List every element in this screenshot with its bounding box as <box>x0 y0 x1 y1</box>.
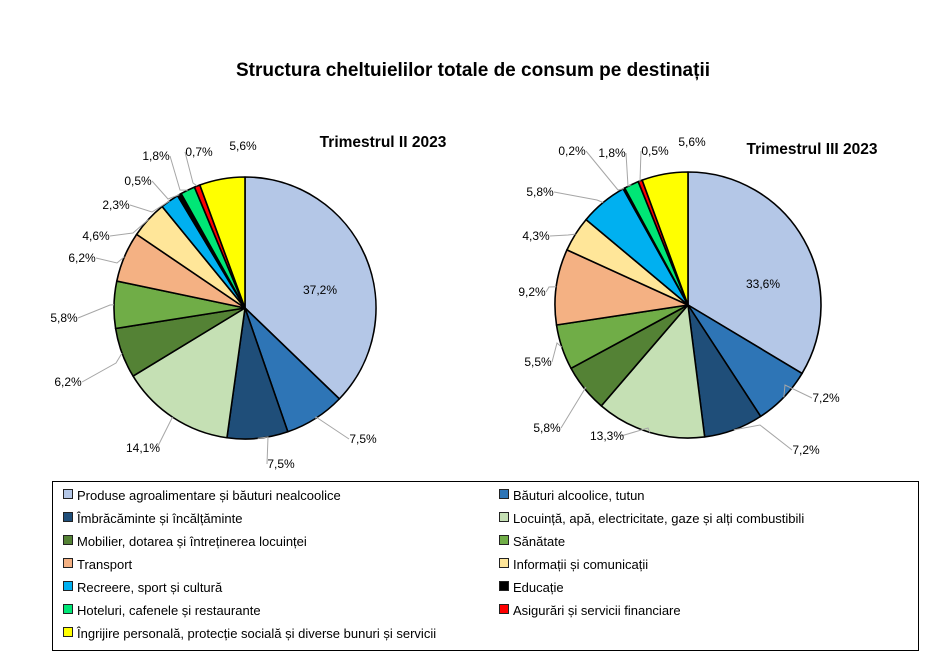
leader-line <box>257 436 269 465</box>
legend-label: Mobilier, dotarea și întreținerea locuin… <box>77 534 307 549</box>
data-label-ingrijire-personala-protectie-sociala-si-diverse-bunuri-si-servicii: 5,6% <box>678 135 706 149</box>
legend-item-sanatate: Sănătate <box>499 534 565 550</box>
leader-line <box>625 152 632 187</box>
legend-swatch <box>63 604 73 614</box>
data-label-produse-agroalimentare-si-bauturi-nealcoolice: 37,2% <box>303 283 337 297</box>
leader-line <box>545 286 557 293</box>
legend-label: Îmbrăcăminte și încălțăminte <box>77 511 243 526</box>
data-label-transport: 9,2% <box>518 285 546 299</box>
legend-item-imbracaminte-si-incaltaminte: Îmbrăcăminte și încălțăminte <box>63 511 242 527</box>
data-label-educatie: 0,5% <box>124 174 152 188</box>
leader-line <box>156 417 174 449</box>
leader-line <box>549 233 576 237</box>
legend-item-ingrijire-personala-protectie-sociala-si-diverse-bunuri-si-servicii: Îngrijire personală, protecție socială ș… <box>63 626 436 642</box>
data-label-locuinta-apa-electricitate-gaze-si-alti-combustibili: 13,3% <box>590 429 624 443</box>
pie-chart-2: 33,6% 7,2% 7,2% 13,3% 5,8% 5,5% 9,2% 4,3% 5,8% 0,… <box>518 135 878 457</box>
data-label-recreere-sport-si-cultura: 5,8% <box>526 185 554 199</box>
data-label-informatii-si-comunicatii: 4,6% <box>82 229 110 243</box>
legend-label: Sănătate <box>513 534 566 549</box>
leader-line <box>620 427 651 437</box>
leader-line <box>551 342 563 363</box>
page-title: Structura cheltuielilor totale de consum… <box>235 60 711 81</box>
legend-label: Hoteluri, cafenele și restaurante <box>77 603 261 618</box>
pie-charts: 37,2% 7,5% 7,5% 14,1% 6,2% 5,8% 6,2% 4,6% 2,3% 0,… <box>50 134 878 471</box>
legend-label: Produse agroalimentare și băuturi nealco… <box>77 488 341 503</box>
data-label-imbracaminte-si-incaltaminte: 7,2% <box>792 443 820 457</box>
data-label-sanatate: 5,8% <box>50 311 78 325</box>
legend-label: Băuturi alcoolice, tutun <box>513 488 645 503</box>
legend-item-educatie: Educație <box>499 580 564 596</box>
legend-swatch <box>63 489 73 499</box>
data-label-transport: 6,2% <box>68 251 96 265</box>
legend-swatch <box>499 489 509 499</box>
data-label-mobilier-dotarea-si-intretinerea-locuintei: 6,2% <box>54 375 82 389</box>
leader-line <box>95 256 125 264</box>
legend-item-hoteluri-cafenele-si-restaurante: Hoteluri, cafenele și restaurante <box>63 603 261 619</box>
leader-line <box>184 151 198 187</box>
legend-swatch <box>499 581 509 591</box>
pie-slice-ingrijire-personala-protectie-sociala-si-diverse-bunuri-si-servicii <box>199 176 246 309</box>
chart-title: Trimestrul III 2023 <box>747 141 878 158</box>
data-label-locuinta-apa-electricitate-gaze-si-alti-combustibili: 14,1% <box>126 441 160 455</box>
data-label-educatie: 0,2% <box>558 144 586 158</box>
data-label-bauturi-alcoolice-tutun: 7,5% <box>349 432 377 446</box>
legend-swatch <box>499 558 509 568</box>
leader-line <box>169 155 188 191</box>
legend-swatch <box>63 627 73 637</box>
legend-item-bauturi-alcoolice-tutun: Băuturi alcoolice, tutun <box>499 488 645 504</box>
legend-swatch <box>499 535 509 545</box>
pie-slice-produse-agroalimentare-si-bauturi-nealcoolice <box>244 176 377 400</box>
leader-line <box>77 304 115 319</box>
leader-line <box>129 200 170 213</box>
leader-line <box>560 386 587 429</box>
legend-swatch <box>63 558 73 568</box>
leader-line <box>109 219 149 237</box>
legend-swatch <box>499 604 509 614</box>
legend-label: Asigurări și servicii financiare <box>513 603 681 618</box>
data-label-asigurari-si-servicii-financiare: 0,5% <box>641 144 669 158</box>
legend-item-transport: Transport <box>63 557 132 573</box>
pie-slice-ingrijire-personala-protectie-sociala-si-diverse-bunuri-si-servicii <box>641 171 689 306</box>
leader-line <box>585 150 625 191</box>
legend-swatch <box>63 581 73 591</box>
data-label-hoteluri-cafenele-si-restaurante: 1,8% <box>598 146 626 160</box>
leader-line <box>783 384 813 399</box>
data-label-asigurari-si-servicii-financiare: 0,7% <box>185 145 213 159</box>
data-label-bauturi-alcoolice-tutun: 7,2% <box>812 391 840 405</box>
leader-line <box>151 180 180 200</box>
data-label-informatii-si-comunicatii: 4,3% <box>522 229 550 243</box>
legend-item-recreere-sport-si-cultura: Recreere, sport și cultură <box>63 580 222 596</box>
data-label-hoteluri-cafenele-si-restaurante: 1,8% <box>142 149 170 163</box>
legend-item-informatii-si-comunicatii: Informații și comunicații <box>499 557 648 573</box>
legend: Produse agroalimentare și băuturi nealco… <box>52 481 919 651</box>
pie-slice-produse-agroalimentare-si-bauturi-nealcoolice <box>687 171 822 375</box>
data-label-recreere-sport-si-cultura: 2,3% <box>102 198 130 212</box>
leader-line <box>639 150 642 182</box>
pie-chart-1: 37,2% 7,5% 7,5% 14,1% 6,2% 5,8% 6,2% 4,6% 2,3% 0,… <box>50 134 446 471</box>
legend-item-asigurari-si-servicii-financiare: Asigurări și servicii financiare <box>499 603 681 619</box>
legend-label: Recreere, sport și cultură <box>77 580 223 595</box>
leader-line <box>553 191 604 203</box>
legend-label: Informații și comunicații <box>513 557 649 572</box>
legend-item-locuinta-apa-electricitate-gaze-si-alti-combustibili: Locuință, apă, electricitate, gaze și al… <box>499 511 804 527</box>
legend-swatch <box>63 512 73 522</box>
legend-swatch <box>63 535 73 545</box>
data-label-ingrijire-personala-protectie-sociala-si-diverse-bunuri-si-servicii: 5,6% <box>229 139 257 153</box>
leader-line <box>81 352 123 383</box>
leader-line <box>733 424 793 451</box>
leader-line <box>315 416 350 440</box>
legend-item-produse-agroalimentare-si-bauturi-nealcoolice: Produse agroalimentare și băuturi nealco… <box>63 488 341 504</box>
legend-label: Îngrijire personală, protecție socială ș… <box>77 626 437 641</box>
legend-label: Educație <box>513 580 564 595</box>
legend-item-mobilier-dotarea-si-intretinerea-locuintei: Mobilier, dotarea și întreținerea locuin… <box>63 534 307 550</box>
chart-title: Trimestrul II 2023 <box>320 134 447 151</box>
data-label-sanatate: 5,5% <box>524 355 552 369</box>
legend-label: Locuință, apă, electricitate, gaze și al… <box>513 511 805 526</box>
data-label-imbracaminte-si-incaltaminte: 7,5% <box>267 457 295 471</box>
legend-label: Transport <box>77 557 133 572</box>
pie-slice-locuinta-apa-electricitate-gaze-si-alti-combustibili <box>132 307 246 439</box>
data-label-produse-agroalimentare-si-bauturi-nealcoolice: 33,6% <box>746 277 780 291</box>
data-label-mobilier-dotarea-si-intretinerea-locuintei: 5,8% <box>533 421 561 435</box>
legend-swatch <box>499 512 509 522</box>
